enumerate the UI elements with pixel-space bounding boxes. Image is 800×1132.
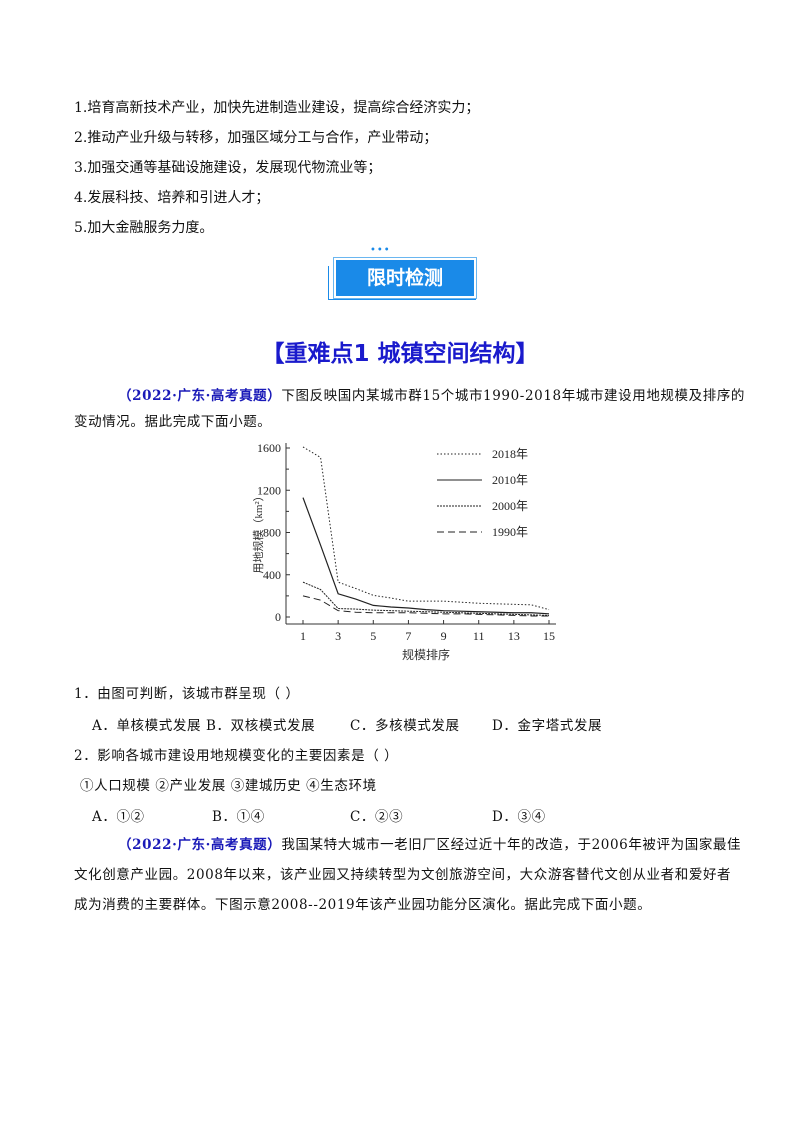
question-intro: （2022·广东·高考真题）我国某特大城市一老旧厂区经过近十年的改造，于2006… xyxy=(118,833,741,853)
x-tick-label: 5 xyxy=(370,629,376,643)
question-2-stem: 2．影响各城市建设用地规模变化的主要因素是（ ） xyxy=(74,748,399,764)
source-tag: （2022·广东·高考真题） xyxy=(118,388,282,404)
x-tick-label: 13 xyxy=(508,629,520,643)
intro-text: 成为消费的主要群体。下图示意2008--2019年该产业园功能分区演化。据此完成… xyxy=(74,897,652,913)
x-tick-label: 1 xyxy=(300,629,306,643)
intro-text: 变动情况。据此完成下面小题。 xyxy=(74,414,272,430)
series-line-2000年 xyxy=(302,581,550,616)
option: A．单核模式发展 xyxy=(92,718,202,734)
section-title: 【重难点1 城镇空间结构】 xyxy=(261,341,539,367)
intro-item: 2.推动产业升级与转移，加强区域分工与合作，产业带动； xyxy=(74,130,438,146)
option: B．①④ xyxy=(212,809,265,825)
intro-text: 我国某特大城市一老旧厂区经过近十年的改造，于2006年被评为国家最佳 xyxy=(281,837,742,853)
y-tick-label: 1600 xyxy=(257,441,281,455)
x-tick-label: 11 xyxy=(473,629,485,643)
question-intro: （2022·广东·高考真题）下图反映国内某城市群15个城市1990-2018年城… xyxy=(118,384,745,404)
x-axis-label: 规模排序 xyxy=(402,647,450,662)
x-tick-label: 7 xyxy=(405,629,411,643)
legend-label: 2000年 xyxy=(492,499,528,513)
option: C．②③ xyxy=(350,809,404,825)
intro-text: 文化创意产业园。2008年以来，该产业园又持续转型为文创旅游空间，大众游客替代文… xyxy=(74,867,732,883)
x-tick-label: 15 xyxy=(543,629,555,643)
intro-item: 3.加强交通等基础设施建设，发展现代物流业等； xyxy=(74,160,382,176)
series-line-2018年 xyxy=(302,446,550,611)
option: D．金字塔式发展 xyxy=(492,718,603,734)
banner-dots: ••• xyxy=(370,245,391,256)
option: D．③④ xyxy=(492,809,546,825)
intro-item: 5.加大金融服务力度。 xyxy=(74,220,214,236)
source-tag: （2022·广东·高考真题） xyxy=(118,837,282,853)
y-tick-label: 800 xyxy=(263,526,281,540)
x-tick-label: 3 xyxy=(335,629,341,643)
y-axis-label: 用地规模（km²） xyxy=(251,490,265,573)
intro-text: 下图反映国内某城市群15个城市1990-2018年城市建设用地规模及排序的 xyxy=(281,388,746,404)
series-line-2010年 xyxy=(302,497,550,615)
legend-label: 2010年 xyxy=(492,473,528,487)
intro-item: 1.培育高新技术产业，加快先进制造业建设，提高综合经济实力； xyxy=(74,100,480,116)
option: A．①② xyxy=(92,809,145,825)
section-banner: ••• 限时检测 xyxy=(328,245,478,300)
question-2-items: ①人口规模 ②产业发展 ③建城历史 ④生态环境 xyxy=(80,778,377,794)
series-line-1990年 xyxy=(302,595,549,617)
question-1-stem: 1．由图可判断，该城市群呈现（ ） xyxy=(74,686,300,702)
legend-label: 2018年 xyxy=(492,447,528,461)
y-tick-label: 0 xyxy=(275,610,281,624)
banner-label: 限时检测 xyxy=(333,257,477,299)
option: C．多核模式发展 xyxy=(350,718,460,734)
option: B．双核模式发展 xyxy=(206,718,316,734)
x-tick-label: 9 xyxy=(441,629,447,643)
y-tick-label: 1200 xyxy=(257,483,281,497)
intro-item: 4.发展科技、培养和引进人才； xyxy=(74,190,270,206)
legend-label: 1990年 xyxy=(492,525,528,539)
y-tick-label: 400 xyxy=(263,568,281,582)
